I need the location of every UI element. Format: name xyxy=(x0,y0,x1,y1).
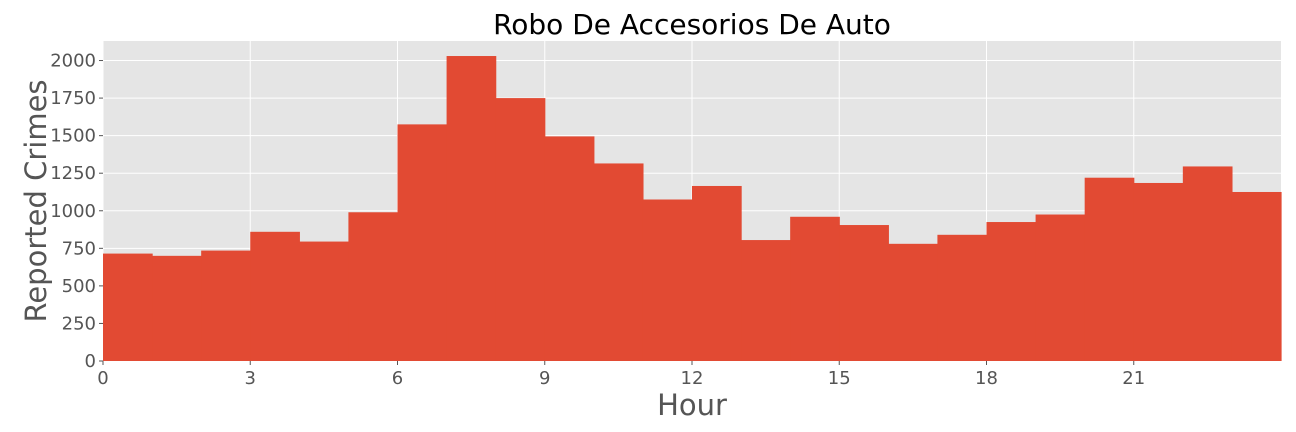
bar xyxy=(1035,214,1086,361)
bar xyxy=(642,199,693,361)
x-tick-label: 18 xyxy=(975,368,998,389)
x-tick-label: 3 xyxy=(245,368,256,389)
x-tick-label: 6 xyxy=(392,368,403,389)
y-tick-label: 500 xyxy=(62,276,96,297)
y-tick-label: 1750 xyxy=(50,88,96,109)
bar xyxy=(839,225,889,361)
x-axis-label: Hour xyxy=(657,388,727,422)
bar xyxy=(937,234,988,361)
x-axis-ticks: 0 3 6 9 12 15 18 21 xyxy=(97,361,1145,389)
bar xyxy=(593,163,644,361)
bar xyxy=(299,241,350,361)
x-tick-label: 0 xyxy=(97,368,108,389)
y-tick-label: 750 xyxy=(62,238,96,259)
bar xyxy=(103,253,153,361)
y-axis-ticks: 0 250 500 750 1000 1250 1500 1750 2000 xyxy=(50,51,103,372)
y-axis-label: Reported Crimes xyxy=(19,79,53,322)
x-tick-label: 9 xyxy=(539,368,550,389)
y-tick-label: 0 xyxy=(85,351,96,372)
x-tick-label: 21 xyxy=(1122,368,1145,389)
bar xyxy=(397,124,448,361)
bar xyxy=(790,216,840,361)
chart-title: Robo De Accesorios De Auto xyxy=(493,8,891,41)
y-tick-label: 1000 xyxy=(50,201,96,222)
bar xyxy=(544,136,595,361)
bar xyxy=(741,240,791,361)
bar xyxy=(692,185,742,361)
bar xyxy=(1133,182,1184,361)
y-tick-label: 1250 xyxy=(50,163,96,184)
bar xyxy=(152,255,202,361)
y-tick-label: 1500 xyxy=(50,126,96,147)
x-tick-label: 15 xyxy=(828,368,851,389)
x-tick-label: 12 xyxy=(681,368,704,389)
bar xyxy=(888,243,939,361)
bar xyxy=(201,250,251,361)
bar xyxy=(1231,191,1282,361)
bar xyxy=(986,222,1037,361)
bar xyxy=(348,212,399,361)
y-tick-label: 250 xyxy=(62,313,96,334)
bar xyxy=(1084,177,1135,361)
bar xyxy=(446,56,497,362)
bars xyxy=(103,56,1282,362)
bar xyxy=(250,231,300,361)
bar xyxy=(495,98,546,361)
y-tick-label: 2000 xyxy=(50,51,96,72)
bar xyxy=(1182,166,1233,361)
